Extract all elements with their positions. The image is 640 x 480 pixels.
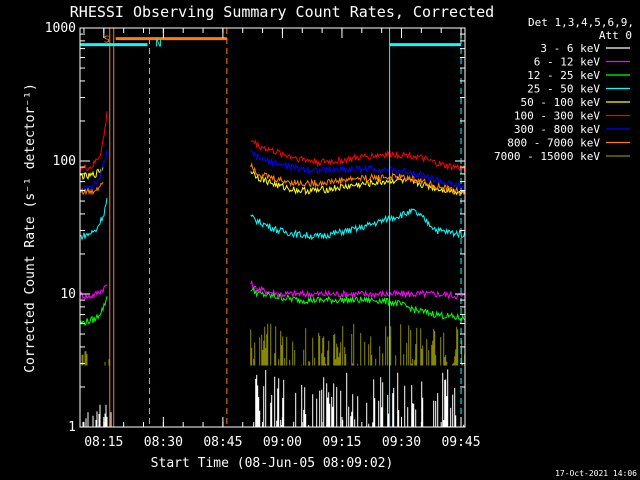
series-25-50-kev-line-1: [250, 208, 466, 241]
series-50-100-kev: [79, 167, 466, 197]
legend-label-12-25-kev: 12 - 25 keV: [527, 69, 600, 82]
x-tick-label-0: 08:15: [84, 435, 123, 450]
series-12-25-kev-line-1: [250, 286, 466, 321]
series-50-100-kev-line-0: [79, 167, 104, 181]
series-300-800-kev-line-0: [79, 149, 108, 194]
y-tick-label-1: 10: [60, 287, 76, 302]
series-300-800-kev: [79, 149, 465, 194]
legend-label-800-7000-kev: 800 - 7000 keV: [507, 137, 600, 150]
series-25-50-kev-line-0: [79, 197, 108, 241]
series-800-7000-kev-line-0: [79, 181, 104, 196]
footer-date: 17-Oct-2021 14:06: [555, 469, 637, 478]
chart-title: RHESSI Observing Summary Count Rates, Co…: [70, 3, 494, 21]
x-tick-label-4: 09:15: [322, 435, 361, 450]
legend-label-7000-15000-kev: 7000 - 15000 keV: [494, 150, 600, 163]
y-tick-label-2: 100: [53, 154, 76, 169]
series-25-50-kev: [79, 197, 466, 241]
plot-frame: [79, 27, 466, 428]
series-300-800-kev-line-1: [250, 149, 465, 189]
series-6-12-kev: [79, 279, 465, 300]
series-7000-15000-kev-noise-1: [250, 323, 466, 366]
y-tick-label-3: 1000: [45, 21, 76, 36]
series-50-100-kev-line-1: [250, 170, 466, 197]
legend-label-100-300-kev: 100 - 300 keV: [514, 110, 600, 123]
series-100-300-kev: [79, 111, 466, 172]
series-100-300-kev-line-0: [79, 111, 108, 172]
series-6-12-kev-line-0: [79, 284, 108, 300]
legend-label-300-800-kev: 300 - 800 keV: [514, 123, 600, 136]
series-800-7000-kev: [79, 161, 466, 197]
x-axis-label: Start Time (08-Jun-05 08:09:02): [151, 456, 394, 471]
series-100-300-kev-line-1: [250, 139, 466, 172]
y-tick-label-0: 1: [68, 420, 76, 435]
legend-attenuator: Att 0: [599, 29, 632, 42]
x-tick-label-1: 08:30: [144, 435, 183, 450]
legend-label-25-50-kev: 25 - 50 keV: [527, 83, 600, 96]
x-tick-label-6: 09:45: [441, 435, 480, 450]
series-800-7000-kev-line-1: [250, 161, 466, 197]
series-7000-15000-kev: [79, 323, 466, 366]
series-6-12-kev-line-1: [250, 279, 465, 300]
y-axis-label: Corrected Count Rate (s⁻¹ detector⁻¹): [23, 83, 38, 373]
marker-label-s: S: [104, 35, 110, 46]
legend-title: Det 1,3,4,5,6,9,: [528, 16, 634, 29]
x-tick-label-5: 09:30: [382, 435, 421, 450]
legend-label-6-12-kev: 6 - 12 keV: [534, 56, 601, 69]
x-tick-label-3: 09:00: [263, 435, 302, 450]
x-tick-label-2: 08:45: [203, 435, 242, 450]
legend-label-3-6-kev: 3 - 6 keV: [540, 42, 600, 55]
marker-label-n: N: [155, 39, 161, 50]
legend-label-50-100-kev: 50 - 100 keV: [521, 96, 601, 109]
